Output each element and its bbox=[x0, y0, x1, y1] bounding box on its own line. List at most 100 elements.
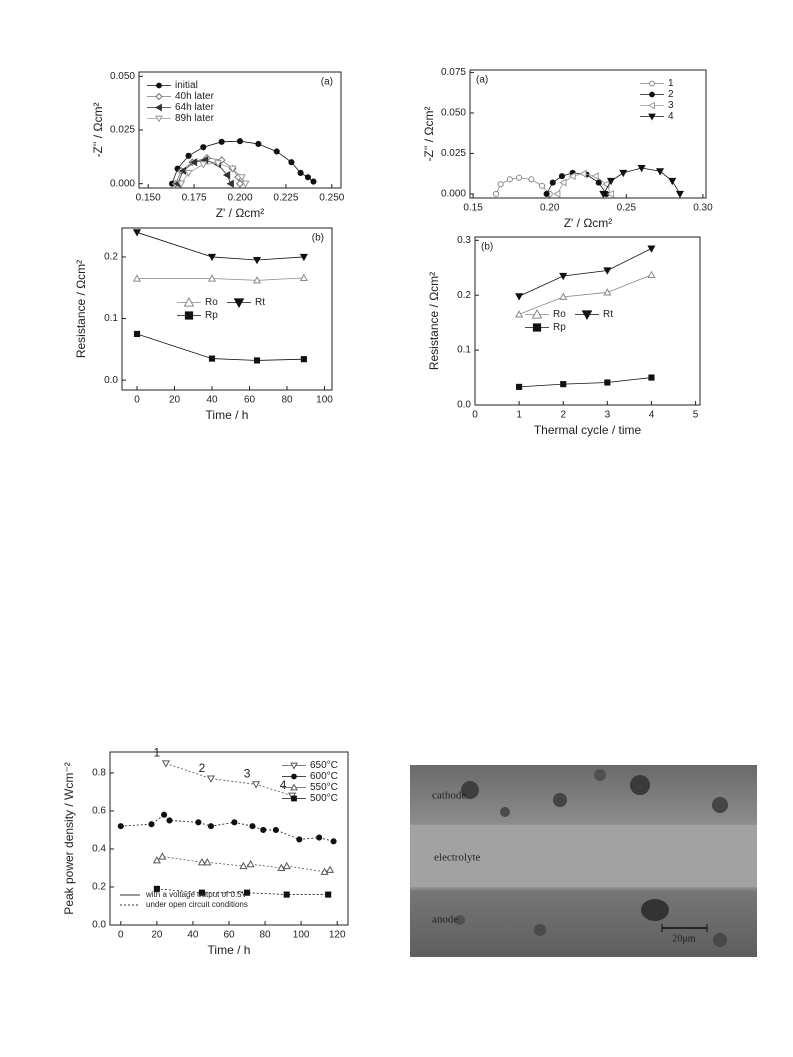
x-tick-label: 0.150 bbox=[136, 193, 161, 204]
x-axis-label: Z' / Ωcm² bbox=[216, 206, 265, 220]
x-tick-label: 40 bbox=[187, 930, 199, 941]
point-label: 4 bbox=[280, 778, 287, 792]
marker bbox=[241, 180, 250, 188]
sem-image: cathode electrolyte anode 20μm bbox=[410, 765, 757, 957]
marker bbox=[300, 356, 307, 363]
y-tick-label: 0.2 bbox=[457, 290, 471, 301]
marker bbox=[299, 273, 308, 281]
x-tick-label: 0.250 bbox=[319, 193, 344, 204]
marker bbox=[528, 176, 535, 183]
legend-label: initial bbox=[175, 80, 198, 91]
marker bbox=[218, 138, 225, 145]
legend-label: 1 bbox=[668, 78, 674, 89]
marker bbox=[543, 190, 550, 198]
x-tick-label: 0.20 bbox=[540, 203, 560, 214]
y-tick-label: 0.0 bbox=[457, 400, 471, 411]
series-line bbox=[137, 277, 304, 281]
point-label: 1 bbox=[154, 746, 161, 760]
plot-frame bbox=[469, 69, 707, 199]
marker bbox=[252, 256, 262, 265]
marker bbox=[226, 179, 234, 188]
legend-label: Rt bbox=[255, 297, 265, 308]
marker bbox=[325, 865, 335, 873]
legend-label: 40h later bbox=[175, 91, 215, 102]
legend-label: 650°C bbox=[310, 760, 338, 771]
marker bbox=[316, 834, 323, 841]
legend-marker bbox=[154, 103, 162, 112]
panel-label: (b) bbox=[312, 233, 324, 244]
marker bbox=[647, 270, 656, 278]
marker bbox=[297, 169, 304, 177]
legend-label: Rp bbox=[553, 322, 566, 333]
chart: 0.15 0.20 0.25 0.30 0.000 0.025 0.050 0.075 Z' /… bbox=[422, 67, 713, 230]
y-tick-label: 0.0 bbox=[92, 920, 106, 931]
x-tick-label: 0 bbox=[134, 395, 140, 406]
legend-label: 600°C bbox=[310, 771, 338, 782]
series-line bbox=[518, 274, 652, 315]
marker bbox=[579, 169, 587, 178]
marker bbox=[515, 293, 524, 301]
marker bbox=[515, 174, 523, 181]
marker bbox=[559, 292, 568, 300]
marker bbox=[603, 288, 612, 296]
chart: 0 20 40 60 80 100 0.0 0.1 0.2 Time / h Resistance … bbox=[74, 227, 333, 422]
marker bbox=[675, 190, 684, 199]
legend-label: Ro bbox=[205, 297, 218, 308]
point-label: 3 bbox=[244, 766, 251, 780]
legend-label: Ro bbox=[553, 309, 566, 320]
panel-label: (b) bbox=[481, 242, 493, 253]
series-line bbox=[120, 814, 334, 842]
y-axis-label: Resistance / Ωcm² bbox=[427, 272, 441, 370]
marker bbox=[330, 838, 337, 845]
marker bbox=[553, 189, 561, 198]
marker bbox=[492, 190, 500, 198]
marker bbox=[549, 179, 556, 186]
marker bbox=[222, 171, 231, 180]
chart: 0 1 2 3 4 5 0.0 0.1 0.2 0.3 Thermal cycle / time Re… bbox=[427, 235, 701, 437]
legend-label: 64h later bbox=[175, 102, 215, 113]
legend-label: with a voltage output of 0.5V bbox=[145, 890, 248, 899]
chart: 0 20 40 60 80 100 120 0.0 0.2 0.4 0.6 0.8 Time / h Pe… bbox=[62, 746, 349, 957]
marker bbox=[619, 169, 628, 178]
y-tick-label: 0.1 bbox=[104, 313, 118, 324]
x-tick-label: 40 bbox=[206, 395, 218, 406]
marker bbox=[199, 161, 208, 169]
marker bbox=[604, 379, 611, 386]
marker bbox=[272, 826, 279, 834]
marker bbox=[200, 144, 207, 151]
x-tick-label: 4 bbox=[649, 410, 655, 421]
marker bbox=[568, 172, 576, 181]
x-tick-label: 0.225 bbox=[273, 193, 298, 204]
y-tick-label: 0.1 bbox=[457, 345, 471, 356]
marker bbox=[506, 176, 513, 183]
legend-marker bbox=[183, 296, 195, 307]
marker bbox=[299, 253, 308, 262]
legend-label: 500°C bbox=[310, 793, 338, 804]
x-tick-label: 100 bbox=[293, 930, 310, 941]
legend-marker bbox=[155, 115, 163, 123]
marker bbox=[197, 858, 207, 866]
series-line bbox=[136, 231, 304, 261]
legend-marker bbox=[290, 762, 298, 770]
marker bbox=[195, 819, 202, 826]
x-tick-label: 2 bbox=[560, 410, 566, 421]
x-tick-label: 60 bbox=[223, 930, 235, 941]
marker bbox=[185, 152, 192, 159]
legend-label: 2 bbox=[668, 89, 674, 100]
x-tick-label: 0.200 bbox=[227, 193, 252, 204]
marker bbox=[288, 159, 295, 166]
marker bbox=[152, 856, 161, 864]
series-line bbox=[519, 377, 652, 388]
y-axis-label: Peak power density / Wcm⁻² bbox=[62, 762, 76, 914]
marker bbox=[606, 177, 616, 186]
legend-marker bbox=[647, 101, 655, 110]
y-tick-label: 0.0 bbox=[104, 375, 118, 386]
panel-label: (a) bbox=[476, 75, 488, 86]
y-tick-label: 0.8 bbox=[92, 768, 106, 779]
marker bbox=[237, 174, 246, 182]
x-tick-label: 0.15 bbox=[463, 203, 483, 214]
marker bbox=[260, 826, 267, 834]
y-tick-label: 0.6 bbox=[92, 806, 106, 817]
y-tick-label: 0.075 bbox=[441, 67, 466, 78]
